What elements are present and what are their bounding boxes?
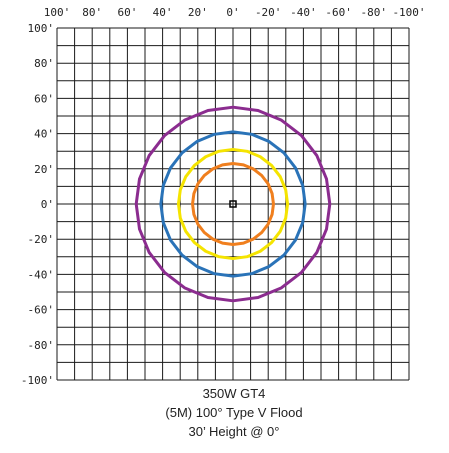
x-tick-label: 40' <box>153 6 173 19</box>
contour-2 <box>159 130 307 278</box>
chart-title-line-1: 350W GT4 <box>203 386 266 401</box>
fixture-marker <box>229 200 237 208</box>
y-tick-label: 0' <box>41 198 54 211</box>
x-tick-label: 80' <box>82 6 102 19</box>
y-tick-label: 60' <box>34 92 54 105</box>
x-tick-label: -40' <box>290 6 317 19</box>
x-tick-label: 0' <box>226 6 239 19</box>
x-tick-label: -20' <box>255 6 282 19</box>
contour-1 <box>134 105 332 303</box>
x-tick-label: -60' <box>325 6 352 19</box>
x-tick-label: 100' <box>44 6 71 19</box>
x-tick-label: -100' <box>392 6 425 19</box>
chart-title-line-2: (5M) 100° Type V Flood <box>165 405 302 420</box>
fixture-marker-layer <box>229 200 237 208</box>
y-tick-label: -20' <box>28 233 55 246</box>
x-tick-label: 20' <box>188 6 208 19</box>
y-tick-label: -60' <box>28 304 55 317</box>
x-tick-label: 60' <box>117 6 137 19</box>
contours <box>134 105 332 303</box>
contour-4 <box>191 162 275 246</box>
y-tick-label: -40' <box>28 268 55 281</box>
grid <box>56 27 410 381</box>
y-tick-label: -80' <box>28 339 55 352</box>
y-tick-label: 80' <box>34 57 54 70</box>
y-tick-label: -100' <box>21 374 54 387</box>
chart-title-line-3: 30’ Height @ 0° <box>189 424 280 439</box>
x-tick-label: -80' <box>361 6 388 19</box>
contour-3 <box>176 147 290 261</box>
x-tick-labels: 100' 80' 60' 40' 20' 0' -20' -40' -60' -80' -100' <box>44 6 426 19</box>
y-tick-label: 40' <box>34 128 54 141</box>
y-tick-label: 20' <box>34 163 54 176</box>
y-tick-labels: 100' 80' 60' 40' 20' 0' -20' -40' -60' -80' -100' <box>21 22 54 387</box>
y-tick-label: 100' <box>28 22 55 35</box>
